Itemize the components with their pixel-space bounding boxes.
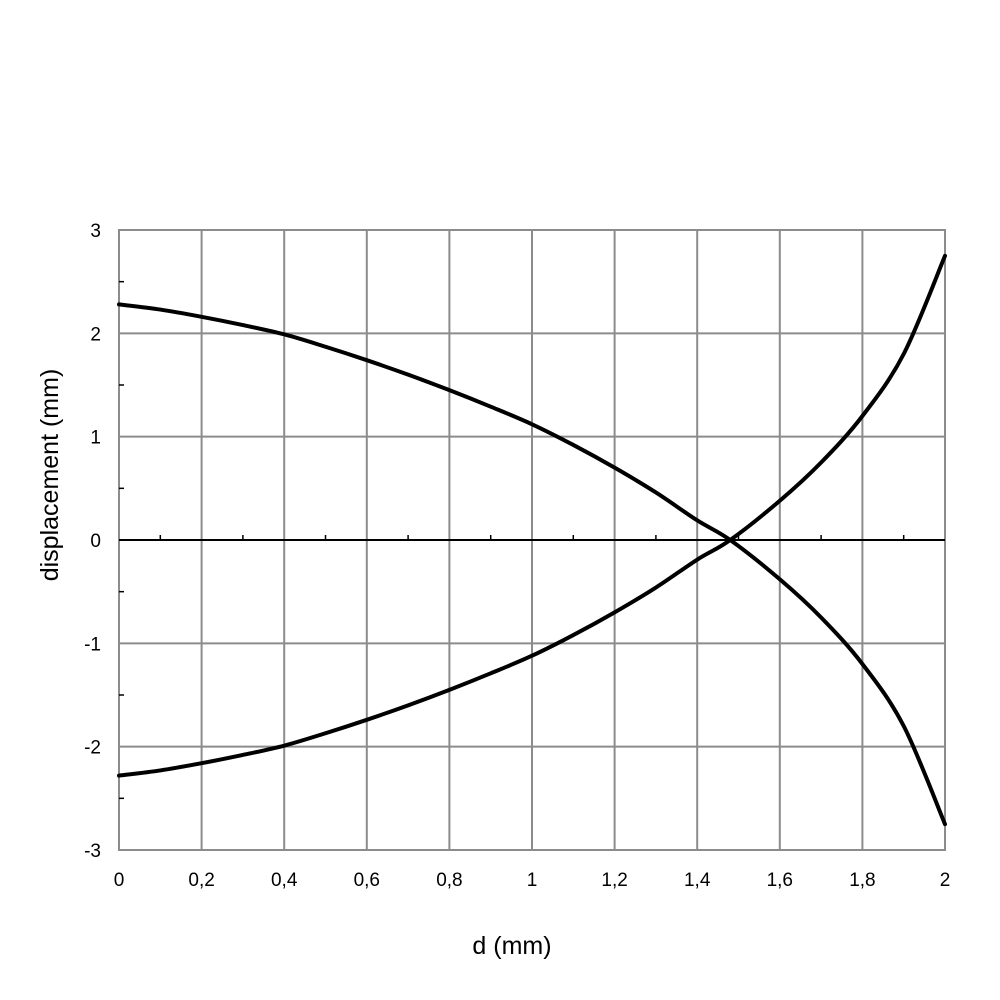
x-tick-label: 0,8 [436,870,462,891]
series-line-1 [117,302,947,827]
x-tick-label: 0,4 [271,870,298,891]
y-tick-label: 1 [90,428,101,449]
y-tick-labels: 3 2 1 0 -1 -2 -3 [84,221,101,862]
x-tick-label: 0,6 [354,870,380,891]
y-tick-label: 2 [90,324,101,345]
x-tick-label: 2 [940,870,951,891]
x-tick-label: 0,2 [188,870,214,891]
y-tick-label: 3 [90,221,101,242]
y-tick-label: -2 [84,738,101,759]
x-tick-label: 1,2 [601,870,627,891]
x-tick-label: 1,6 [767,870,793,891]
y-tick-label: -1 [84,634,101,655]
series-line-2 [117,253,947,778]
y-tick-label: 0 [90,531,101,552]
y-tick-label: -3 [84,841,101,862]
grid [118,229,946,851]
series-layer [117,253,947,827]
x-tick-label: 0 [114,870,125,891]
x-tick-label: 1 [527,870,538,891]
x-tick-label: 1,8 [849,870,875,891]
x-tick-label: 1,4 [684,870,711,891]
x-tick-labels: 0 0,2 0,4 0,6 0,8 1 1,2 1,4 1,6 1,8 2 [114,870,951,891]
x-axis-title: d (mm) [472,932,551,960]
minor-ticks [119,280,905,800]
y-axis-title: displacement (mm) [36,369,64,582]
